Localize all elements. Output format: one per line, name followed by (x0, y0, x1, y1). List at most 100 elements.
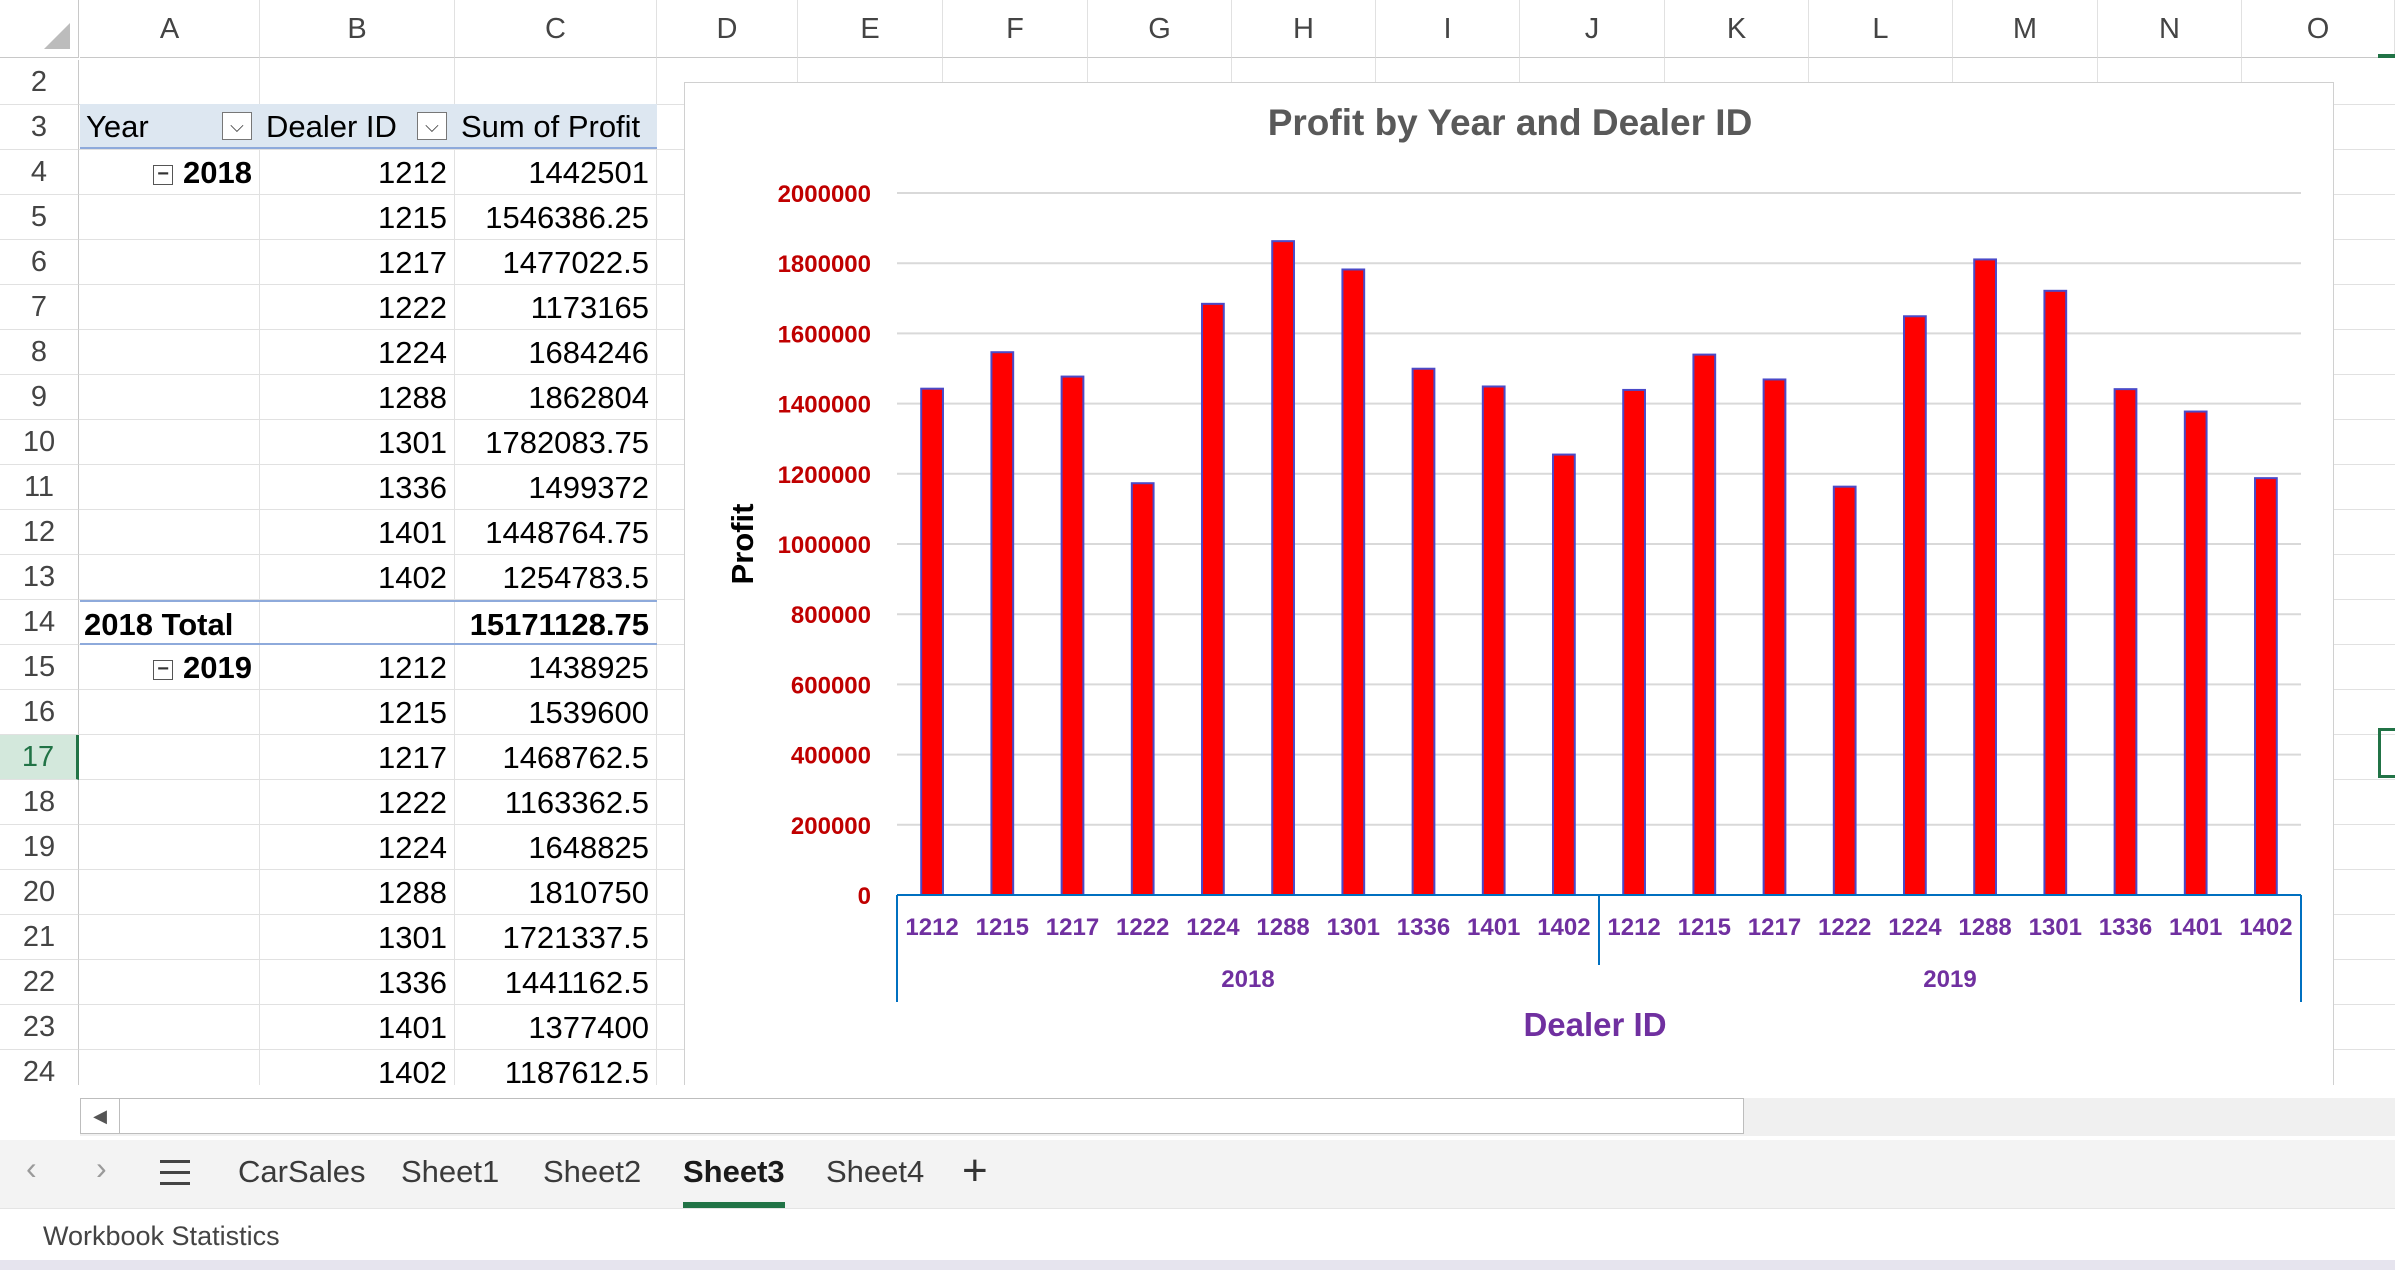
profit-chart[interactable]: Profit by Year and Dealer ID 0 200000 40000… (684, 82, 2334, 1085)
pivot-profit-cell[interactable]: 1438925 (528, 650, 649, 685)
column-header[interactable]: F (943, 0, 1088, 58)
pivot-dealer-cell[interactable]: 1336 (378, 470, 447, 505)
pivot-profit-cell[interactable]: 1441162.5 (504, 965, 649, 1000)
pivot-dealer-cell[interactable]: 1401 (378, 515, 447, 550)
pivot-dealer-cell[interactable]: 1401 (378, 1010, 447, 1045)
pivot-dealer-cell[interactable]: 1402 (378, 560, 447, 595)
pivot-profit-cell[interactable]: 1187612.5 (504, 1055, 649, 1085)
pivot-profit-cell[interactable]: 1721337.5 (502, 920, 649, 955)
column-header[interactable]: B (260, 0, 455, 58)
pivot-dealer-cell[interactable]: 1402 (378, 1055, 447, 1085)
row-header[interactable]: 5 (0, 195, 79, 240)
column-header[interactable]: K (1665, 0, 1809, 58)
pivot-profit-cell[interactable]: 1163362.5 (504, 785, 649, 820)
pivot-dealer-cell[interactable]: 1217 (378, 245, 447, 280)
pivot-profit-cell[interactable]: 1173165 (530, 290, 649, 325)
column-header[interactable]: H (1232, 0, 1376, 58)
pivot-dealer-cell[interactable]: 1215 (378, 695, 447, 730)
pivot-profit-cell[interactable]: 1468762.5 (502, 740, 649, 775)
pivot-total-2018-value[interactable]: 15171128.75 (455, 600, 657, 645)
scrollbar-thumb[interactable] (120, 1098, 1744, 1134)
row-header[interactable]: 13 (0, 555, 79, 600)
row-header[interactable]: 22 (0, 960, 79, 1005)
column-header[interactable]: G (1088, 0, 1232, 58)
pivot-dealer-cell[interactable]: 1301 (378, 920, 447, 955)
pivot-profit-cell[interactable]: 1477022.5 (502, 245, 649, 280)
column-header[interactable]: E (798, 0, 943, 58)
year-filter-dropdown-icon[interactable]: ⌵ (222, 112, 252, 140)
row-header[interactable]: 7 (0, 285, 79, 330)
row-header[interactable]: 15 (0, 645, 79, 690)
column-header[interactable]: M (1953, 0, 2098, 58)
row-header[interactable]: 14 (0, 600, 79, 645)
all-sheets-menu-icon[interactable] (160, 1160, 190, 1186)
column-header[interactable]: J (1520, 0, 1665, 58)
column-header[interactable]: C (455, 0, 657, 58)
column-header[interactable]: L (1809, 0, 1953, 58)
pivot-dealer-cell[interactable]: 1212 (378, 155, 447, 190)
pivot-profit-cell[interactable]: 1442501 (528, 155, 649, 190)
pivot-profit-cell[interactable]: 1539600 (528, 695, 649, 730)
pivot-year-2018[interactable]: −2018 (80, 150, 260, 195)
pivot-profit-cell[interactable]: 1448764.75 (485, 515, 649, 550)
dealer-filter-dropdown-icon[interactable]: ⌵ (417, 112, 447, 140)
horizontal-scrollbar[interactable]: ◀ (80, 1098, 2395, 1136)
row-header[interactable]: 12 (0, 510, 79, 555)
row-header[interactable]: 11 (0, 465, 79, 510)
row-header[interactable]: 20 (0, 870, 79, 915)
row-header[interactable]: 6 (0, 240, 79, 285)
pivot-dealer-cell[interactable]: 1224 (378, 335, 447, 370)
row-header[interactable]: 10 (0, 420, 79, 465)
row-header[interactable]: 4 (0, 150, 79, 195)
row-header[interactable]: 9 (0, 375, 79, 420)
pivot-dealer-cell[interactable]: 1217 (378, 740, 447, 775)
column-header[interactable]: I (1376, 0, 1520, 58)
pivot-profit-cell[interactable]: 1648825 (528, 830, 649, 865)
select-all-corner[interactable] (0, 0, 79, 58)
column-header[interactable]: A (80, 0, 260, 58)
prev-sheet-icon[interactable]: ‹ (26, 1150, 37, 1186)
pivot-total-2018-label[interactable]: 2018 Total (80, 600, 455, 645)
workbook-statistics-button[interactable]: Workbook Statistics (43, 1221, 280, 1251)
row-header[interactable]: 8 (0, 330, 79, 375)
sheet-tab[interactable]: Sheet1 (401, 1154, 500, 1189)
pivot-profit-cell[interactable]: 1254783.5 (502, 560, 649, 595)
pivot-profit-cell[interactable]: 1810750 (528, 875, 649, 910)
row-header[interactable]: 19 (0, 825, 79, 870)
pivot-dealer-cell[interactable]: 1288 (378, 380, 447, 415)
pivot-profit-cell[interactable]: 1546386.25 (485, 200, 649, 235)
pivot-dealer-cell[interactable]: 1222 (378, 290, 447, 325)
pivot-profit-cell[interactable]: 1499372 (528, 470, 649, 505)
add-sheet-icon[interactable]: + (962, 1146, 988, 1195)
sheet-tab[interactable]: Sheet3 (683, 1140, 785, 1208)
pivot-dealer-cell[interactable]: 1212 (378, 650, 447, 685)
pivot-dealer-cell[interactable]: 1301 (378, 425, 447, 460)
sheet-tab[interactable]: CarSales (238, 1154, 366, 1189)
row-header[interactable]: 16 (0, 690, 79, 735)
pivot-year-2019[interactable]: −2019 (80, 645, 260, 690)
pivot-profit-cell[interactable]: 1684246 (528, 335, 649, 370)
sheet-tab[interactable]: Sheet2 (543, 1154, 642, 1189)
pivot-dealer-cell[interactable]: 1224 (378, 830, 447, 865)
row-header[interactable]: 24 (0, 1050, 79, 1085)
pivot-dealer-cell[interactable]: 1215 (378, 200, 447, 235)
pivot-profit-cell[interactable]: 1862804 (528, 380, 649, 415)
pivot-profit-cell[interactable]: 1782083.75 (485, 425, 649, 460)
scroll-left-icon[interactable]: ◀ (80, 1098, 120, 1134)
row-header[interactable]: 18 (0, 780, 79, 825)
row-header[interactable]: 23 (0, 1005, 79, 1050)
collapse-icon[interactable]: − (153, 659, 174, 680)
row-header[interactable]: 21 (0, 915, 79, 960)
sheet-tab[interactable]: Sheet4 (826, 1154, 925, 1189)
row-header[interactable]: 17 (0, 735, 79, 780)
column-header[interactable]: N (2098, 0, 2242, 58)
next-sheet-icon[interactable]: › (96, 1150, 107, 1186)
row-header[interactable]: 2 (0, 60, 79, 105)
row-header[interactable]: 3 (0, 105, 79, 150)
pivot-dealer-cell[interactable]: 1288 (378, 875, 447, 910)
pivot-profit-cell[interactable]: 1377400 (528, 1010, 649, 1045)
pivot-dealer-cell[interactable]: 1336 (378, 965, 447, 1000)
collapse-icon[interactable]: − (153, 164, 174, 185)
column-header[interactable]: O (2242, 0, 2395, 58)
